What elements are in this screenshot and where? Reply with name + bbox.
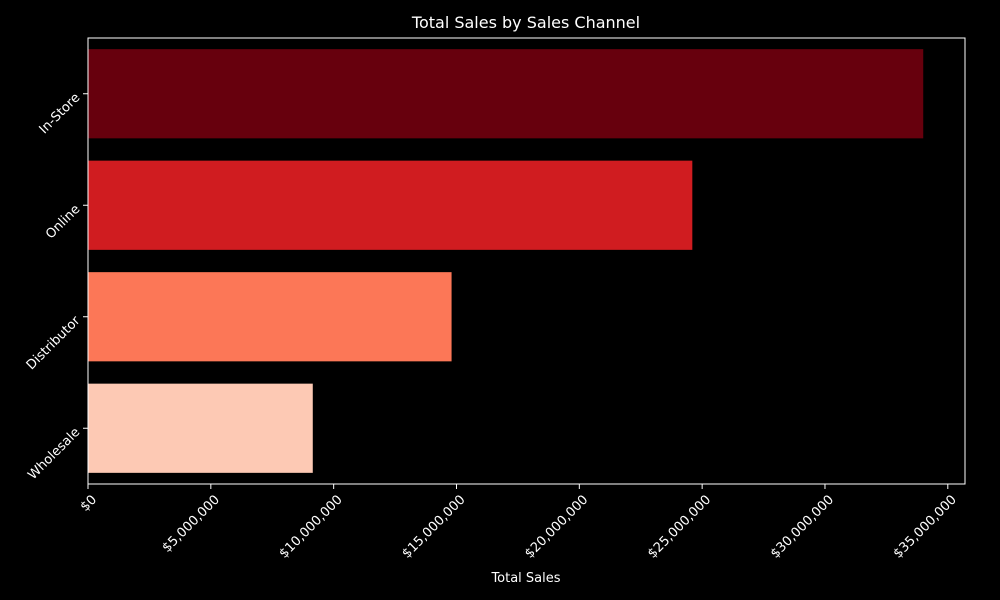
bars-group — [88, 49, 924, 473]
bar-wholesale — [88, 383, 313, 473]
plot-frame — [87, 37, 966, 485]
bar-distributor — [88, 272, 452, 362]
x-axis-label: Total Sales — [490, 571, 560, 586]
bar-in-store — [88, 49, 924, 139]
chart-title: Total Sales by Sales Channel — [411, 13, 640, 32]
bar-online — [88, 160, 693, 250]
